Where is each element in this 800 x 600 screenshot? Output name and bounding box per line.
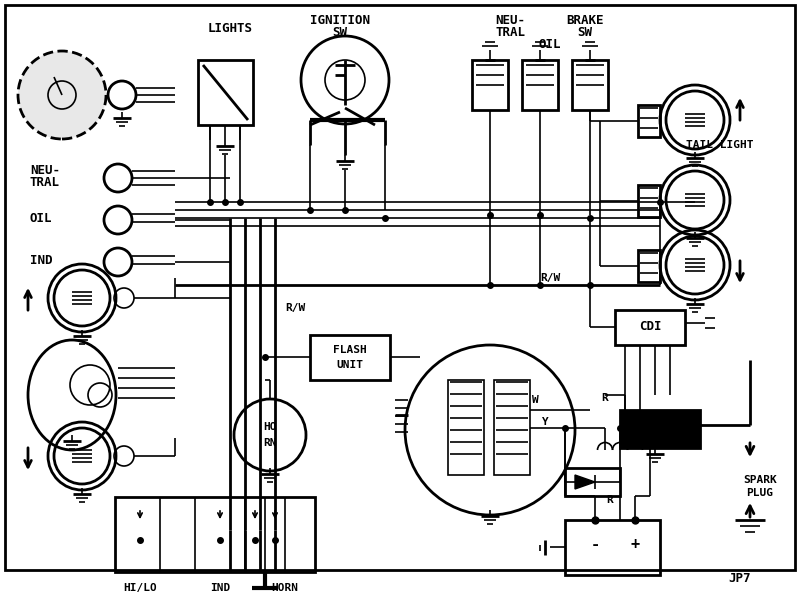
Text: PLUG: PLUG bbox=[746, 488, 774, 498]
Text: FLASH: FLASH bbox=[333, 345, 367, 355]
Circle shape bbox=[18, 51, 106, 139]
Text: HO: HO bbox=[263, 422, 277, 432]
Text: HORN: HORN bbox=[271, 583, 298, 593]
Bar bbox=[472, 60, 508, 110]
Text: IND: IND bbox=[210, 583, 230, 593]
Text: R/W: R/W bbox=[540, 273, 560, 283]
Bar bbox=[198, 60, 253, 125]
Bar bbox=[310, 335, 390, 380]
Text: R/W: R/W bbox=[285, 303, 305, 313]
Polygon shape bbox=[575, 475, 595, 489]
Bar bbox=[638, 185, 660, 217]
Text: OIL: OIL bbox=[30, 211, 53, 224]
Text: SW: SW bbox=[333, 26, 347, 40]
Text: TRAL: TRAL bbox=[30, 176, 60, 190]
Text: RN: RN bbox=[263, 438, 277, 448]
Text: SW: SW bbox=[578, 26, 593, 40]
Text: +: + bbox=[630, 538, 639, 553]
Text: OIL: OIL bbox=[538, 38, 562, 52]
Bar bbox=[565, 468, 620, 496]
Text: NEU-: NEU- bbox=[495, 13, 525, 26]
Bar bbox=[638, 105, 660, 137]
Bar bbox=[494, 380, 530, 475]
Text: JP7: JP7 bbox=[729, 571, 751, 584]
Text: UNIT: UNIT bbox=[337, 360, 363, 370]
Text: TAIL LIGHT: TAIL LIGHT bbox=[686, 140, 754, 150]
Bar bbox=[448, 380, 484, 475]
Bar bbox=[615, 310, 685, 345]
Text: IND: IND bbox=[30, 253, 53, 266]
Text: SPARK: SPARK bbox=[743, 475, 777, 485]
Text: R: R bbox=[606, 495, 614, 505]
Text: NEU-: NEU- bbox=[30, 163, 60, 176]
Text: TRAL: TRAL bbox=[495, 26, 525, 40]
Bar bbox=[522, 60, 558, 110]
Text: Y: Y bbox=[542, 417, 548, 427]
Text: CDI: CDI bbox=[638, 320, 662, 334]
Bar bbox=[115, 497, 315, 572]
Bar bbox=[572, 60, 608, 110]
Text: R: R bbox=[602, 393, 608, 403]
Bar bbox=[565, 520, 660, 575]
Bar bbox=[638, 250, 660, 282]
Text: LIGHTS: LIGHTS bbox=[207, 22, 253, 34]
Text: BRAKE: BRAKE bbox=[566, 13, 604, 26]
Text: -: - bbox=[590, 538, 599, 553]
Text: HI/LO: HI/LO bbox=[123, 583, 157, 593]
Text: W: W bbox=[532, 395, 538, 405]
Text: IGNITION: IGNITION bbox=[310, 13, 370, 26]
Bar bbox=[620, 410, 700, 448]
